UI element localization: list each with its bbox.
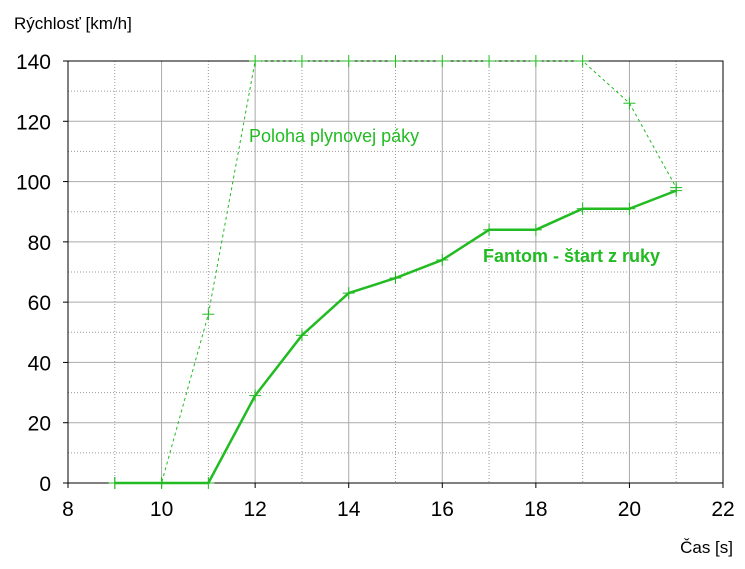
- fantom-point: [295, 329, 308, 342]
- fantom-point: [670, 184, 683, 197]
- x-tick-label: 16: [431, 498, 454, 521]
- x-tick-label: 8: [62, 498, 74, 521]
- throttle-series-label: Poloha plynovej páky: [249, 126, 419, 146]
- throttle-point: [623, 97, 636, 110]
- y-tick-label: 120: [16, 111, 51, 134]
- throttle-point: [483, 55, 496, 67]
- grid: [67, 60, 724, 484]
- throttle-point: [295, 55, 308, 67]
- x-tick-label: 10: [150, 498, 173, 521]
- throttle-point: [389, 55, 402, 67]
- fantom-point: [436, 253, 449, 266]
- y-axis-title: Rýchlosť [km/h]: [14, 14, 132, 33]
- x-tick-label: 22: [711, 498, 734, 521]
- throttle-point: [436, 55, 449, 67]
- tick-labels: 8 10 12 14 16 18 20 22 0 20 40 60 80 100 120 140: [16, 51, 735, 521]
- fantom-series-label: Fantom - štart z ruky: [483, 246, 660, 266]
- fantom-point: [576, 202, 589, 215]
- fantom-point: [155, 477, 168, 489]
- y-tick-label: 40: [28, 352, 51, 375]
- x-tick-label: 20: [618, 498, 641, 521]
- series-layer: [108, 55, 683, 489]
- fantom-point: [389, 272, 402, 285]
- y-tick-label: 20: [28, 413, 51, 436]
- x-tick-label: 14: [337, 498, 361, 521]
- x-tick-label: 18: [524, 498, 547, 521]
- x-tick-label: 12: [243, 498, 266, 521]
- fantom-point: [623, 202, 636, 215]
- throttle-point: [529, 55, 542, 67]
- fantom-point: [249, 389, 262, 402]
- fantom-point: [529, 223, 542, 236]
- throttle-point: [202, 308, 215, 321]
- fantom-point: [483, 223, 496, 236]
- y-tick-label: 140: [16, 51, 51, 74]
- fantom-point: [202, 477, 215, 489]
- throttle-point: [342, 55, 355, 67]
- y-tick-label: 80: [28, 232, 51, 255]
- fantom-point: [342, 287, 355, 300]
- y-tick-label: 60: [28, 292, 51, 315]
- throttle-point: [249, 55, 262, 67]
- fantom-point: [108, 477, 121, 489]
- throttle-point: [576, 55, 589, 67]
- y-tick-label: 100: [16, 172, 51, 195]
- y-tick-label: 0: [39, 473, 51, 496]
- x-axis-title: Čas [s]: [680, 538, 733, 557]
